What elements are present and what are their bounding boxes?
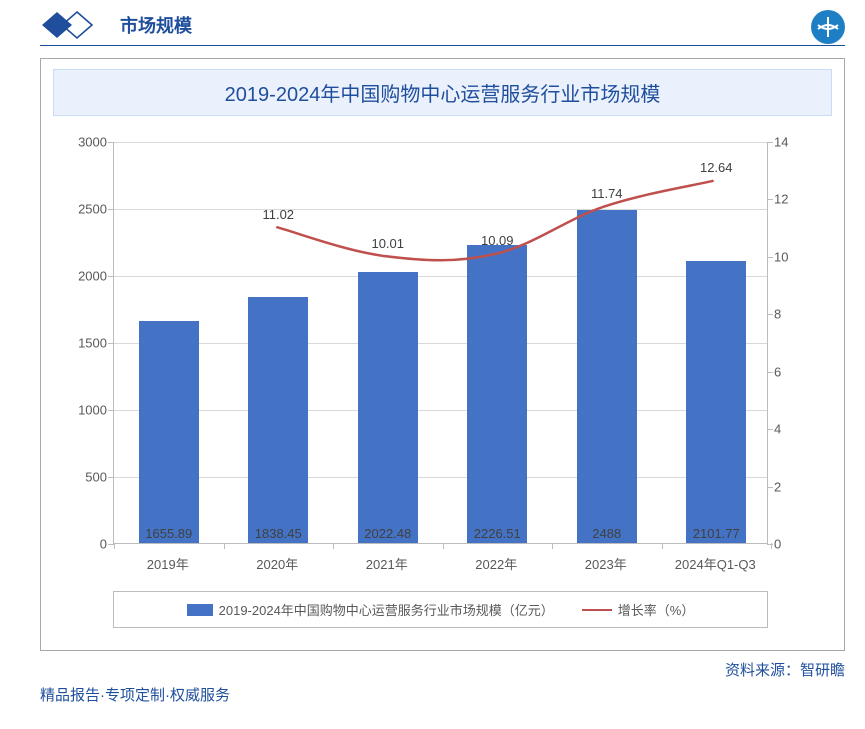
y-left-label: 500 bbox=[61, 471, 107, 484]
x-category-label: 2022年 bbox=[475, 554, 517, 573]
y-right-label: 2 bbox=[774, 480, 820, 493]
y-right-label: 12 bbox=[774, 193, 820, 206]
y-left-tick bbox=[108, 209, 114, 210]
legend-bar-swatch bbox=[187, 604, 213, 616]
y-right-tick bbox=[767, 372, 773, 373]
gridline bbox=[114, 142, 767, 143]
bar bbox=[467, 245, 527, 543]
legend-line-label: 增长率（%） bbox=[618, 600, 695, 619]
x-category-label: 2021年 bbox=[366, 554, 408, 573]
y-left-tick bbox=[108, 410, 114, 411]
legend-item-bar: 2019-2024年中国购物中心运营服务行业市场规模（亿元） bbox=[187, 600, 554, 619]
legend-line-swatch bbox=[582, 609, 612, 611]
brand-logo-icon bbox=[811, 10, 845, 44]
y-left-label: 3000 bbox=[61, 136, 107, 149]
bar bbox=[248, 297, 308, 543]
y-right-label: 10 bbox=[774, 250, 820, 263]
x-tick bbox=[333, 543, 334, 549]
x-tick bbox=[114, 543, 115, 549]
y-left-label: 0 bbox=[61, 538, 107, 551]
y-right-label: 4 bbox=[774, 423, 820, 436]
bar bbox=[686, 261, 746, 543]
plot-area: 11.02 10.01 10.09 11.74 12.64 1655.891838.45… bbox=[113, 142, 768, 544]
x-category-label: 2023年 bbox=[585, 554, 627, 573]
legend-item-line: 增长率（%） bbox=[582, 600, 695, 619]
y-left-tick bbox=[108, 343, 114, 344]
y-left-label: 1000 bbox=[61, 404, 107, 417]
y-right-tick bbox=[767, 199, 773, 200]
line-value-label: 12.64 bbox=[700, 160, 733, 175]
plot-area-wrap: 0 500 1000 1500 2000 2500 3000 0 2 4 6 8 10 12 14 11.… bbox=[61, 126, 824, 636]
bar-value-label: 2488 bbox=[552, 526, 662, 541]
chart-title: 2019-2024年中国购物中心运营服务行业市场规模 bbox=[53, 69, 832, 116]
y-left-tick bbox=[108, 276, 114, 277]
source-line: 资料来源：智研瞻 bbox=[0, 655, 865, 680]
y-left-tick bbox=[108, 142, 114, 143]
diamond-icon bbox=[40, 10, 110, 40]
bar-value-label: 2226.51 bbox=[443, 526, 553, 541]
bar-value-label: 1655.89 bbox=[114, 526, 224, 541]
source-name: 智研瞻 bbox=[800, 662, 845, 679]
line-value-label: 10.01 bbox=[371, 236, 404, 251]
bar bbox=[139, 321, 199, 543]
bar-value-label: 1838.45 bbox=[224, 526, 334, 541]
y-right-label: 6 bbox=[774, 365, 820, 378]
gridline bbox=[114, 410, 767, 411]
header-underline bbox=[40, 45, 845, 46]
x-tick bbox=[552, 543, 553, 549]
line-value-label: 11.02 bbox=[262, 207, 294, 222]
y-left-tick bbox=[108, 477, 114, 478]
x-tick bbox=[443, 543, 444, 549]
y-left-label: 1500 bbox=[61, 337, 107, 350]
bar bbox=[577, 210, 637, 543]
x-tick bbox=[224, 543, 225, 549]
y-left-label: 2000 bbox=[61, 270, 107, 283]
gridline bbox=[114, 209, 767, 210]
bar bbox=[358, 272, 418, 543]
y-right-tick bbox=[767, 487, 773, 488]
x-category-label: 2020年 bbox=[256, 554, 298, 573]
y-right-tick bbox=[767, 429, 773, 430]
x-tick bbox=[662, 543, 663, 549]
y-right-label: 0 bbox=[774, 538, 820, 551]
section-header: 市场规模 bbox=[0, 0, 865, 46]
y-left-label: 2500 bbox=[61, 203, 107, 216]
bar-value-label: 2022.48 bbox=[333, 526, 443, 541]
section-title: 市场规模 bbox=[120, 12, 192, 38]
y-right-label: 8 bbox=[774, 308, 820, 321]
gridline bbox=[114, 477, 767, 478]
gridline bbox=[114, 343, 767, 344]
bar-value-label: 2101.77 bbox=[662, 526, 772, 541]
y-right-tick bbox=[767, 544, 773, 545]
y-right-tick bbox=[767, 257, 773, 258]
x-tick bbox=[771, 543, 772, 549]
y-right-tick bbox=[767, 314, 773, 315]
line-value-label: 11.74 bbox=[591, 186, 623, 201]
x-category-label: 2024年Q1-Q3 bbox=[675, 554, 756, 573]
chart-card: 2019-2024年中国购物中心运营服务行业市场规模 0 500 1000 1500 2… bbox=[40, 58, 845, 651]
chart-legend: 2019-2024年中国购物中心运营服务行业市场规模（亿元） 增长率（%） bbox=[113, 591, 768, 628]
x-category-label: 2019年 bbox=[147, 554, 189, 573]
y-right-tick bbox=[767, 142, 773, 143]
y-right-label: 14 bbox=[774, 136, 820, 149]
legend-bar-label: 2019-2024年中国购物中心运营服务行业市场规模（亿元） bbox=[219, 600, 554, 619]
footer-tagline: 精品报告·专项定制·权威服务 bbox=[0, 680, 865, 705]
source-prefix: 资料来源： bbox=[725, 662, 800, 679]
line-value-label: 10.09 bbox=[481, 233, 514, 248]
gridline bbox=[114, 276, 767, 277]
